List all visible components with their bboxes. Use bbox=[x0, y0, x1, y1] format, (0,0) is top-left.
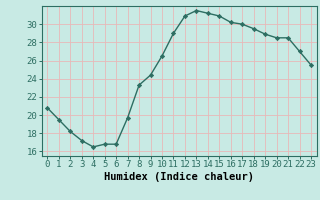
X-axis label: Humidex (Indice chaleur): Humidex (Indice chaleur) bbox=[104, 172, 254, 182]
